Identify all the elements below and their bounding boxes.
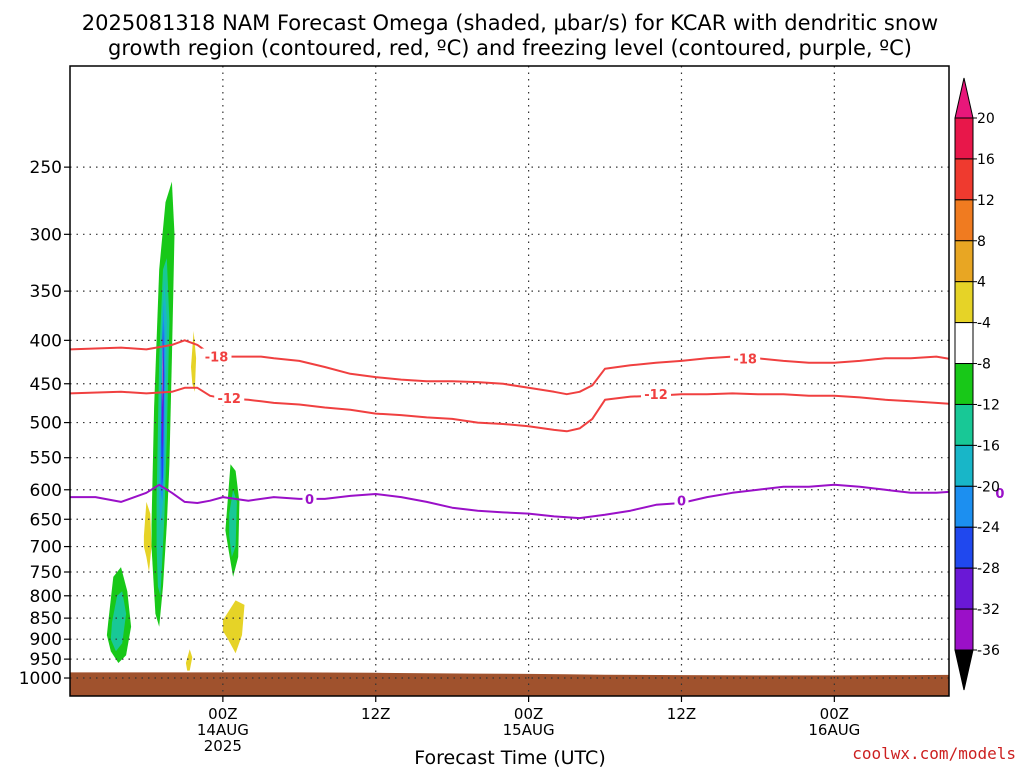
contour-label-bg: [302, 490, 317, 506]
contour-label: -12: [644, 388, 668, 403]
contour-label-bg: [214, 390, 245, 406]
colorbar-swatch: [954, 281, 974, 324]
y-tick-label: 400: [30, 331, 62, 351]
colorbar: 20 16 12 8 4 -4 -8 -12 -16 -20 -24 -28 -32 -36: [954, 77, 1000, 691]
contour-label: -12: [217, 392, 241, 407]
terrain-layer: [70, 672, 949, 696]
y-tick-label: 700: [30, 538, 62, 558]
colorbar-swatch: [954, 117, 974, 160]
y-tick-label: 300: [30, 225, 62, 245]
colorbar-swatch: [954, 444, 974, 487]
colorbar-swatch: [954, 158, 974, 201]
colorbar-swatch: [954, 567, 974, 610]
contour-label-bg: [730, 350, 761, 366]
y-tick-label: 550: [30, 449, 62, 469]
y-tick-label: 800: [30, 587, 62, 607]
colorbar-label: -16: [977, 438, 1000, 454]
omega-downward-bottom-small: [185, 649, 193, 671]
y-tick-label: 950: [30, 650, 62, 670]
y-tick-label: 350: [30, 282, 62, 302]
x-tick-label: 15AUG: [503, 721, 555, 739]
colorbar-swatch: [954, 363, 974, 405]
colorbar-label: -32: [977, 602, 1000, 618]
y-tick-label: 850: [30, 609, 62, 629]
grid-layer: [70, 66, 949, 696]
contour--12: [70, 386, 949, 433]
contour-label: 0: [995, 487, 1004, 502]
y-tick-label: 500: [30, 414, 62, 434]
x-tick-label: 00Z: [208, 705, 237, 723]
x-tick-label: 2025: [204, 737, 242, 755]
omega-right-lobe-inner: [229, 489, 237, 557]
y-tick-label: 750: [30, 563, 62, 583]
y-tick-label: 900: [30, 630, 62, 650]
x-tick-label: 16AUG: [808, 721, 860, 739]
colorbar-label: 12: [977, 193, 995, 209]
omega-lower-left-lobe-inner: [110, 591, 127, 652]
x-tick-label: 00Z: [820, 705, 849, 723]
colorbar-label: 4: [977, 275, 986, 291]
colorbar-label: -12: [977, 397, 1000, 413]
terrain-band: [70, 672, 949, 696]
chart-title-line1: 2025081318 NAM Forecast Omega (shaded, μ…: [82, 11, 938, 35]
colorbar-top-arrow: [954, 77, 974, 119]
colorbar-label: -24: [977, 520, 1000, 536]
credit-text[interactable]: coolwx.com/models: [852, 744, 1016, 763]
colorbar-swatch: [954, 403, 974, 446]
colorbar-label: 16: [977, 152, 995, 168]
colorbar-label: -36: [977, 643, 1000, 659]
x-tick-label: 12Z: [667, 705, 696, 723]
colorbar-label: -28: [977, 561, 1000, 577]
contour-label-bg: [992, 484, 1007, 500]
y-tick-label: 650: [30, 510, 62, 530]
x-tick-label: 14AUG: [197, 721, 249, 739]
contour-label: -18: [733, 352, 757, 367]
y-axis: 2503003504004505005506006507007508008509…: [19, 158, 70, 689]
colorbar-label: -4: [977, 316, 991, 332]
plot-frame: [69, 65, 950, 697]
colorbar-swatch: [954, 526, 974, 569]
omega-upward-column-peak: [162, 340, 163, 408]
colorbar-swatch: [954, 199, 974, 242]
x-tick-label: 12Z: [361, 705, 390, 723]
omega-shading-layer: [106, 181, 245, 671]
contour-label-bg: [674, 492, 689, 508]
colorbar-label: 8: [977, 234, 986, 250]
contour--18: [70, 339, 949, 396]
contour-label: 0: [677, 495, 686, 510]
omega-downward-top: [191, 331, 197, 392]
colorbar-swatch: [954, 322, 974, 365]
contour-layer: [70, 339, 949, 520]
colorbar-swatch: [954, 608, 974, 651]
y-tick-label: 1000: [19, 669, 62, 689]
omega-downward-left: [143, 501, 152, 572]
colorbar-bottom-arrow: [954, 649, 974, 691]
contour-label-bg: [641, 386, 671, 402]
colorbar-label: 20: [977, 111, 995, 127]
contour-0: [70, 483, 949, 520]
chart-title-line2: growth region (contoured, red, ºC) and f…: [108, 36, 912, 60]
colorbar-label: -8: [977, 357, 991, 373]
x-axis-label: Forecast Time (UTC): [414, 747, 605, 768]
y-tick-label: 250: [30, 158, 62, 178]
contour-label: 0: [305, 493, 314, 508]
contour-label-bg: [201, 348, 232, 364]
y-tick-label: 600: [30, 481, 62, 501]
colorbar-label: -20: [977, 479, 1000, 495]
colorbar-swatch: [954, 240, 974, 283]
colorbar-swatch: [954, 485, 974, 528]
omega-downward-bottom-right: [222, 600, 245, 654]
contour-label: -18: [205, 351, 229, 366]
x-tick-label: 00Z: [514, 705, 543, 723]
y-tick-label: 450: [30, 375, 62, 395]
